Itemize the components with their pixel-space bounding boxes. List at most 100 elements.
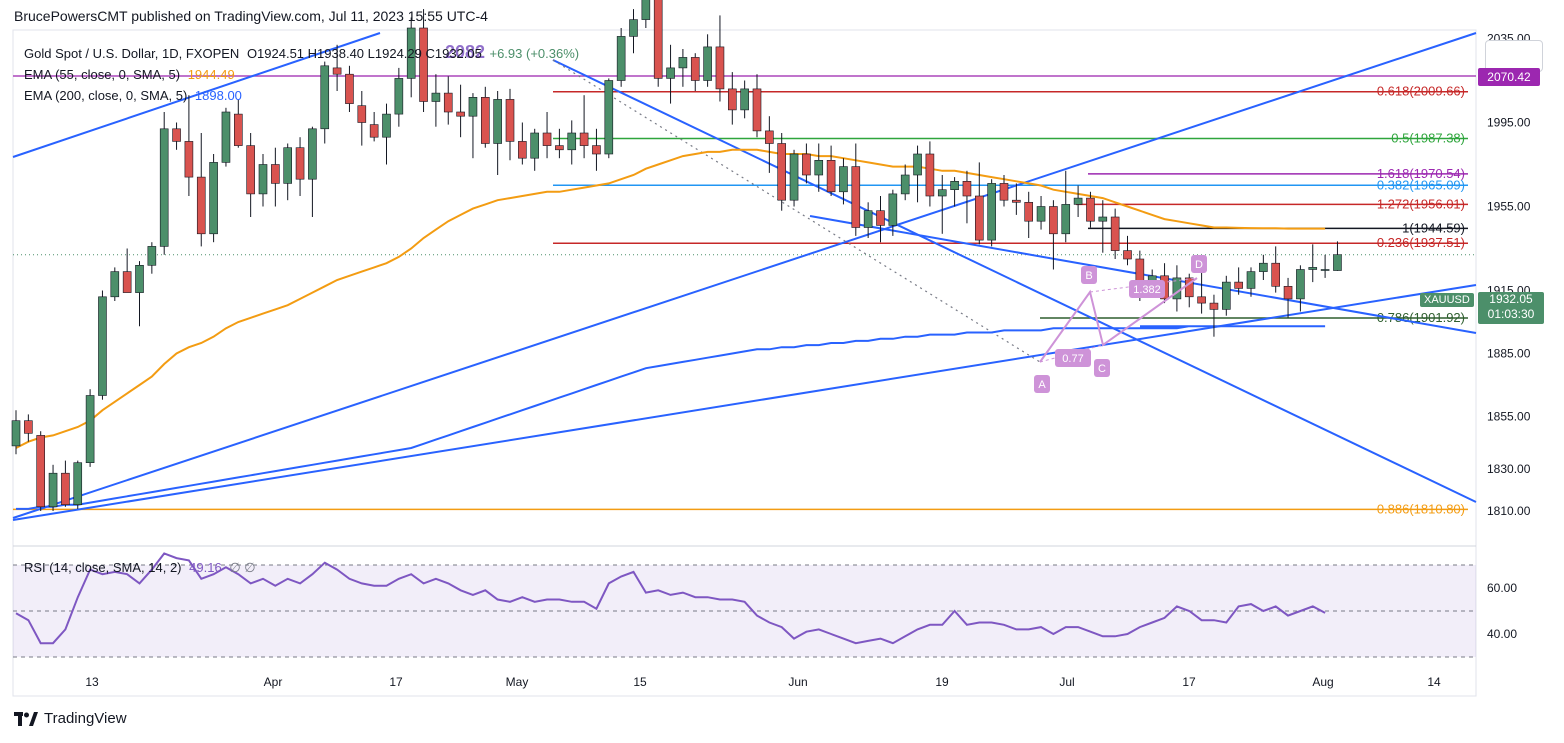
candle-body-86: [1073, 197, 1083, 205]
ema200-legend[interactable]: EMA (200, close, 0, SMA, 5) 1898.00: [24, 88, 242, 103]
ema200-value: 1898.00: [194, 88, 242, 103]
candle-body-27: [345, 73, 354, 104]
candle-body-85: [1061, 204, 1071, 235]
trendline-1: [12, 32, 1477, 519]
time-tick-3: May: [506, 675, 529, 689]
candle-body-64: [802, 153, 811, 176]
candle-body-40: [505, 99, 515, 142]
candle-body-34: [431, 92, 441, 102]
candle-body-73: [913, 153, 922, 176]
candle-body-49: [616, 36, 626, 81]
candle-body-7: [98, 296, 107, 396]
candle-body-75: [937, 189, 947, 197]
rsi-line: [15, 552, 1326, 645]
rsi-guide-lines: [13, 564, 1476, 658]
ratio-box-0: [1055, 349, 1091, 367]
candle-body-67: [839, 166, 848, 193]
candle-body-43: [542, 132, 552, 146]
scale-button[interactable]: [1485, 40, 1543, 72]
time-tick-6: 19: [935, 675, 949, 689]
candle-body-61: [765, 130, 774, 144]
time-tick-5: Jun: [788, 675, 807, 689]
candle-body-105: [1308, 267, 1318, 270]
time-tick-4: 15: [633, 675, 647, 689]
candle-body-84: [1049, 206, 1058, 235]
time-tick-2: 17: [389, 675, 403, 689]
ratio-label-1: 1.382: [1133, 284, 1161, 296]
abcd-label-A: A: [1038, 379, 1046, 391]
time-axis[interactable]: 13 Apr 17 May 15 Jun 19 Jul 17 Aug 14: [85, 675, 1441, 689]
candle-body-18: [234, 113, 243, 146]
candle-body-3: [48, 472, 58, 508]
ratio-box-1: [1129, 280, 1165, 298]
rsi-tick-0: 40.00: [1487, 627, 1517, 641]
candle-body-1: [24, 420, 33, 434]
countdown: 01:03:30: [1487, 307, 1535, 321]
candle-body-65: [814, 160, 824, 176]
symbol-legend[interactable]: Gold Spot / U.S. Dollar, 1D, FXOPEN O192…: [24, 46, 579, 61]
candle-body-104: [1296, 269, 1305, 300]
rsi-extra: ∅ ∅: [229, 560, 256, 575]
trendline-0: [12, 32, 381, 158]
brand-name: TradingView: [44, 710, 127, 727]
candle-body-106: [1320, 269, 1330, 271]
candle-body-14: [184, 141, 194, 178]
candle-body-20: [258, 164, 268, 195]
candle-body-33: [419, 27, 428, 102]
ema55-legend[interactable]: EMA (55, close, 0, SMA, 5) 1944.49: [24, 67, 235, 82]
abcd-label-D: D: [1195, 259, 1203, 271]
candle-body-78: [974, 195, 984, 241]
candle-body-41: [518, 141, 527, 159]
publisher-header: BrucePowersCMT published on TradingView.…: [14, 8, 488, 24]
candle-body-107: [1333, 254, 1342, 271]
candle-body-79: [987, 183, 996, 241]
candle-body-11: [147, 246, 157, 266]
candle-body-51: [641, 0, 651, 20]
rsi-legend[interactable]: RSI (14, close, SMA, 14, 2) 49.16 ∅ ∅: [24, 560, 256, 576]
price-axis[interactable]: 1810.001830.001855.001885.001915.001955.…: [1487, 32, 1531, 519]
price-tick-1: 1830.00: [1487, 462, 1531, 476]
candle-body-57: [715, 46, 725, 90]
candle-body-24: [308, 128, 317, 180]
candle-body-69: [863, 210, 873, 228]
candle-body-58: [727, 88, 737, 111]
candle-body-53: [666, 67, 675, 79]
rsi-value: 49.16: [189, 560, 222, 575]
candle-body-66: [826, 160, 836, 193]
candle-body-89: [1110, 216, 1120, 251]
abcd-label-B: B: [1085, 270, 1092, 282]
candle-body-26: [332, 67, 342, 75]
candle-body-15: [196, 176, 206, 235]
candle-body-9: [122, 271, 132, 293]
candle-body-63: [789, 153, 799, 201]
fib-label-7: 0.786(1901.92): [1377, 310, 1465, 325]
ema200-line: [16, 325, 1326, 510]
candle-body-102: [1271, 262, 1280, 287]
candle-body-42: [530, 132, 540, 159]
candle-body-21: [271, 164, 280, 184]
candle-body-87: [1086, 197, 1095, 222]
candle-body-54: [678, 57, 688, 69]
fib-label-5: 1(1944.59): [1402, 220, 1465, 235]
trendline-3: [12, 284, 1477, 521]
candle-body-82: [1024, 202, 1033, 222]
candle-body-97: [1209, 302, 1219, 310]
candle-body-62: [777, 143, 787, 201]
abcd-path: [1039, 277, 1198, 363]
footer-brand[interactable]: TradingView: [14, 710, 127, 727]
abcd-box-C: [1094, 359, 1110, 377]
candle-body-52: [653, 0, 663, 79]
fib-label-0: 0.618(2009.66): [1377, 84, 1465, 99]
candle-body-10: [135, 264, 144, 293]
time-tick-9: Aug: [1312, 675, 1333, 689]
price-tick-0: 1810.00: [1487, 504, 1531, 518]
candle-body-98: [1222, 281, 1231, 310]
candle-body-80: [999, 183, 1009, 201]
fib-levels: 0.618(2009.66) 0.5(1987.38) 1.618(1970.54)…: [13, 84, 1468, 516]
abcd-box-D: [1191, 255, 1207, 273]
time-tick-10: 14: [1427, 675, 1441, 689]
candle-body-23: [295, 147, 305, 180]
rsi-axis: 40.00 60.00: [1487, 581, 1517, 641]
fib-label-1: 0.5(1987.38): [1391, 131, 1465, 146]
